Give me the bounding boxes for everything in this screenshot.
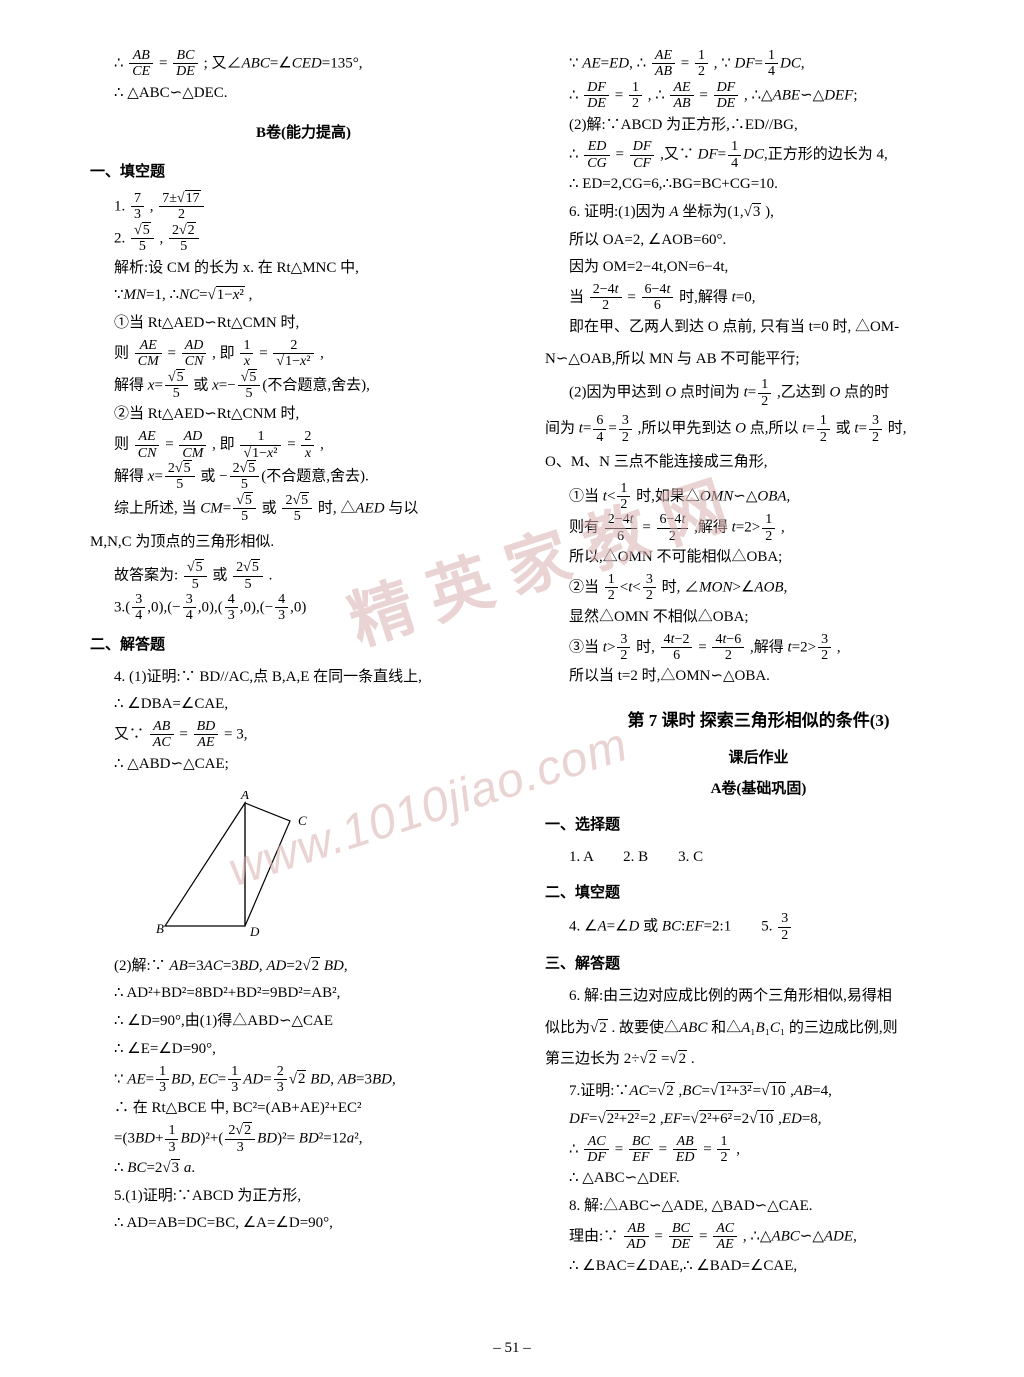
q3: 3.(34,0),(−34,0),(43,0),(−43,0) bbox=[114, 592, 517, 624]
text-line: 因为 OM=2−4t,ON=6−4t, bbox=[569, 254, 972, 282]
svg-text:D: D bbox=[249, 924, 260, 939]
text-line: 理由:∵ ABAD = BCDE = ACAE , ∴△ABC∽△ADE, bbox=[569, 1221, 972, 1253]
text-line: ∴ AD=AB=DC=BC, ∠A=∠D=90°, bbox=[114, 1210, 517, 1238]
text-line: (2)解:∵ AB=3AC=3BD, AD=2√2 BD, bbox=[114, 953, 517, 981]
text-line: ∴ ∠D=90°,由(1)得△ABD∽△CAE bbox=[114, 1008, 517, 1036]
text-line: 4. (1)证明:∵ BD//AC,点 B,A,E 在同一条直线上, bbox=[114, 664, 517, 692]
q2: 2. √55 , 2√25 bbox=[114, 223, 517, 255]
text-line: 故答案为: √55 或 2√55 . bbox=[114, 560, 517, 592]
triangle-diagram: A C B D bbox=[150, 791, 320, 941]
text-line: 解析:设 CM 的长为 x. 在 Rt△MNC 中, bbox=[114, 255, 517, 283]
text-line: ①当 t<12 时,如果△OMN∽△OBA, bbox=[569, 481, 972, 513]
answers-fill: 4. ∠A=∠D 或 BC:EF=2:1 5. 32 bbox=[569, 911, 972, 943]
subtitle-2: A卷(基础巩固) bbox=[545, 776, 972, 804]
svg-text:C: C bbox=[298, 813, 307, 828]
text-line: ∵ AE=13BD, EC=13AD=23√2 BD, AB=3BD, bbox=[114, 1064, 517, 1096]
text-line: 所以,△OMN 不可能相似△OBA; bbox=[569, 544, 972, 572]
text-line: ∴ △ABD∽△CAE; bbox=[114, 751, 517, 779]
text-line: 间为 t=64=32 ,所以甲先到达 O 点,所以 t=12 或 t=32 时, bbox=[545, 413, 972, 445]
text-line: ∵ AE=ED, ∴ AEAB = 12 , ∵ DF=14DC, bbox=[569, 48, 972, 80]
text-line: ∴ 在 Rt△BCE 中, BC²=(AB+AE)²+EC² bbox=[114, 1095, 517, 1123]
heading-solve2: 三、解答题 bbox=[545, 951, 972, 979]
answers-choice: 1. A 2. B 3. C bbox=[569, 844, 972, 872]
q1: 1. 73 , 7±√172 bbox=[114, 191, 517, 223]
text-line: M,N,C 为顶点的三角形相似. bbox=[90, 529, 517, 557]
text-line: ∴ ∠DBA=∠CAE, bbox=[114, 691, 517, 719]
text-line: ∴ ABCE = BCDE ; 又∠ABC=∠CED=135°, bbox=[114, 48, 517, 80]
right-column: ∵ AE=ED, ∴ AEAB = 12 , ∵ DF=14DC, ∴ DFDE… bbox=[545, 48, 972, 1290]
text-line: ∴ EDCG = DFCF ,又∵ DF=14DC,正方形的边长为 4, bbox=[569, 139, 972, 171]
text-line: ∴ ACDF = BCEF = ABED = 12 , bbox=[569, 1134, 972, 1166]
section-b-title: B卷(能力提高) bbox=[90, 120, 517, 148]
lesson-title: 第 7 课时 探索三角形相似的条件(3) bbox=[545, 705, 972, 736]
text-line: 则有 2−4t6 = 6−4t2 ,解得 t=2>12 , bbox=[569, 512, 972, 544]
text-line: ∴ DFDE = 12 , ∴ AEAB = DFDE , ∴△ABE∽△DEF… bbox=[569, 80, 972, 112]
page-number: – 51 – bbox=[0, 1340, 1024, 1357]
text-line: 5.(1)证明:∵ABCD 为正方形, bbox=[114, 1183, 517, 1211]
text-line: ∴ ED=2,CG=6,∴BG=BC+CG=10. bbox=[569, 171, 972, 199]
text-line: 显然△OMN 不相似△OBA; bbox=[569, 604, 972, 632]
text-line: O、M、N 三点不能连接成三角形, bbox=[545, 449, 972, 477]
text-line: 综上所述, 当 CM=√55 或 2√55 时, △AED 与以 bbox=[114, 493, 517, 525]
page-content: ∴ ABCE = BCDE ; 又∠ABC=∠CED=135°, ∴ △ABC∽… bbox=[0, 0, 1024, 1320]
text-line: 又∵ ABAC = BDAE = 3, bbox=[114, 719, 517, 751]
text-line: 当 2−4t2 = 6−4t6 时,解得 t=0, bbox=[569, 282, 972, 314]
text-line: 所以 OA=2, ∠AOB=60°. bbox=[569, 227, 972, 255]
text-line: =(3BD+13BD)²+(2√23BD)²= BD²=12a², bbox=[114, 1123, 517, 1155]
text-line: 6. 证明:(1)因为 A 坐标为(1,√3 ), bbox=[569, 199, 972, 227]
text-line: ∴ △ABC∽△DEC. bbox=[114, 80, 517, 108]
text-line: 7.证明:∵AC=√2 ,BC=√1²+3²=√10 ,AB=4, bbox=[569, 1078, 972, 1106]
heading-fill: 一、填空题 bbox=[90, 159, 517, 187]
svg-text:A: A bbox=[240, 791, 249, 802]
svg-text:B: B bbox=[156, 921, 164, 936]
text-line: 则 AECM = ADCN , 即 1x = 2√1−x² , bbox=[114, 338, 517, 370]
text-line: (2)解:∵ABCD 为正方形,∴ED//BG, bbox=[569, 112, 972, 140]
text-line: ∴ BC=2√3 a. bbox=[114, 1155, 517, 1183]
text-line: 似比为√2 . 故要使△ABC 和△A₁B₁C₁ 的三边成比例,则 bbox=[545, 1015, 972, 1043]
text-line: 解得 x=√55 或 x=−√55(不合题意,舍去), bbox=[114, 370, 517, 402]
text-line: ∴ ∠BAC=∠DAE,∴ ∠BAD=∠CAE, bbox=[569, 1253, 972, 1281]
text-line: N∽△OAB,所以 MN 与 AB 不可能平行; bbox=[545, 346, 972, 374]
text-line: ∵MN=1, ∴NC=√1−x² , bbox=[114, 282, 517, 310]
text-line: ∴ ∠E=∠D=90°, bbox=[114, 1036, 517, 1064]
text-line: ∴ △ABC∽△DEF. bbox=[569, 1165, 972, 1193]
text-line: ③当 t>32 时, 4t−26 = 4t−62 ,解得 t=2>32 , bbox=[569, 632, 972, 664]
heading-solve: 二、解答题 bbox=[90, 632, 517, 660]
text-line: ∴ AD²+BD²=8BD²+BD²=9BD²=AB², bbox=[114, 980, 517, 1008]
text-line: 6. 解:由三边对应成比例的两个三角形相似,易得相 bbox=[569, 983, 972, 1011]
text-line: ①当 Rt△AED∽Rt△CMN 时, bbox=[114, 310, 517, 338]
left-column: ∴ ABCE = BCDE ; 又∠ABC=∠CED=135°, ∴ △ABC∽… bbox=[90, 48, 517, 1290]
text-line: ②当 12<t<32 时, ∠MON>∠AOB, bbox=[569, 572, 972, 604]
text-line: DF=√2²+2²=2 ,EF=√2²+6²=2√10 ,ED=8, bbox=[569, 1106, 972, 1134]
text-line: 则 AECN = ADCM , 即 1√1−x² = 2x , bbox=[114, 429, 517, 461]
text-line: 8. 解:△ABC∽△ADE, △BAD∽△CAE. bbox=[569, 1193, 972, 1221]
text-line: 所以当 t=2 时,△OMN∽△OBA. bbox=[569, 663, 972, 691]
heading-choice: 一、选择题 bbox=[545, 812, 972, 840]
heading-fill2: 二、填空题 bbox=[545, 880, 972, 908]
text-line: 第三边长为 2÷√2 =√2 . bbox=[545, 1046, 972, 1074]
subtitle-1: 课后作业 bbox=[545, 745, 972, 773]
text-line: ②当 Rt△AED∽Rt△CNM 时, bbox=[114, 401, 517, 429]
text-line: 解得 x=2√55 或 −2√55(不合题意,舍去). bbox=[114, 461, 517, 493]
text-line: (2)因为甲达到 O 点时间为 t=12 ,乙达到 O 点的时 bbox=[569, 377, 972, 409]
text-line: 即在甲、乙两人到达 O 点前, 只有当 t=0 时, △OM- bbox=[569, 314, 972, 342]
